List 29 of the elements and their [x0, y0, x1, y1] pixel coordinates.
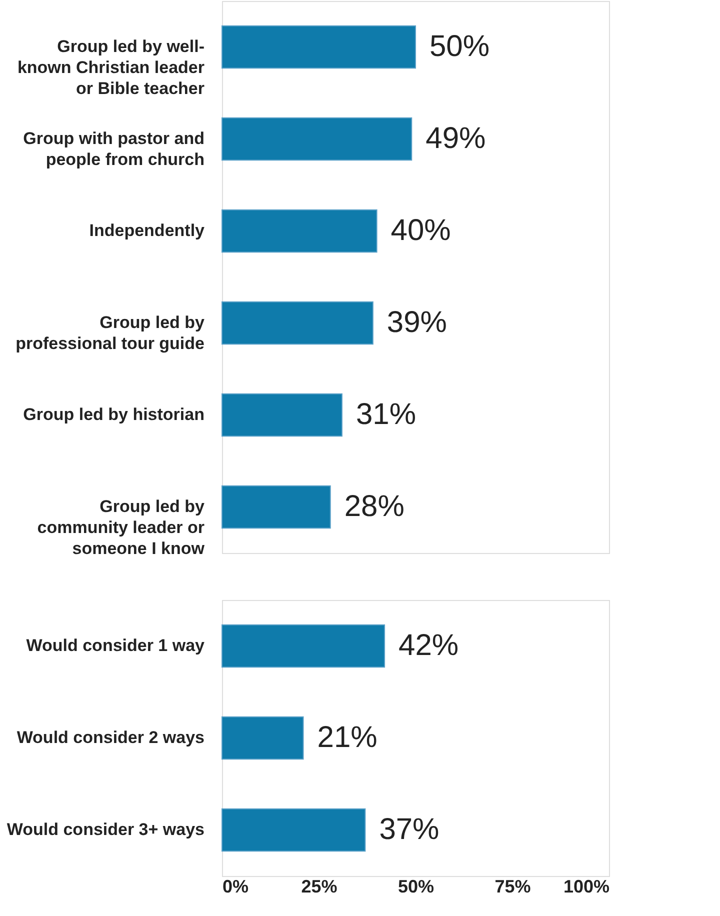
y-tick-label: Group led by professional tour guide — [16, 313, 206, 353]
x-tick-label: 0% — [222, 876, 249, 896]
bar — [222, 485, 331, 529]
data-label: 37% — [379, 813, 440, 846]
bar — [222, 301, 374, 345]
bar — [222, 25, 416, 69]
bar — [222, 117, 412, 161]
y-tick-label: Group led by community leader or someone I know — [37, 497, 206, 558]
data-label: 40% — [390, 214, 451, 247]
data-label: 39% — [386, 306, 447, 339]
data-label: 21% — [317, 721, 378, 754]
x-tick-label: 25% — [301, 876, 338, 896]
data-label: 28% — [344, 490, 404, 523]
y-tick-label: Group led by historian — [23, 405, 204, 424]
bar — [222, 209, 378, 253]
y-tick-label: Would consider 2 ways — [16, 728, 204, 747]
y-tick-label: Independently — [89, 221, 206, 240]
y-tick-label: Would consider 3+ ways — [6, 820, 204, 839]
data-label: 42% — [398, 629, 459, 662]
x-tick-label: 100% — [563, 876, 610, 896]
y-tick-label: Would consider 1 way — [26, 636, 206, 655]
bar — [222, 393, 342, 437]
y-tick-label: Group led by well- known Christian leader or Bible teacher — [17, 37, 205, 98]
data-label: 49% — [426, 122, 486, 155]
data-label: 50% — [430, 30, 490, 63]
data-label: 31% — [356, 398, 416, 431]
x-tick-label: 50% — [398, 876, 434, 896]
y-tick-label: Group with pastor and people from church — [23, 129, 204, 169]
x-tick-label: 75% — [494, 876, 531, 896]
